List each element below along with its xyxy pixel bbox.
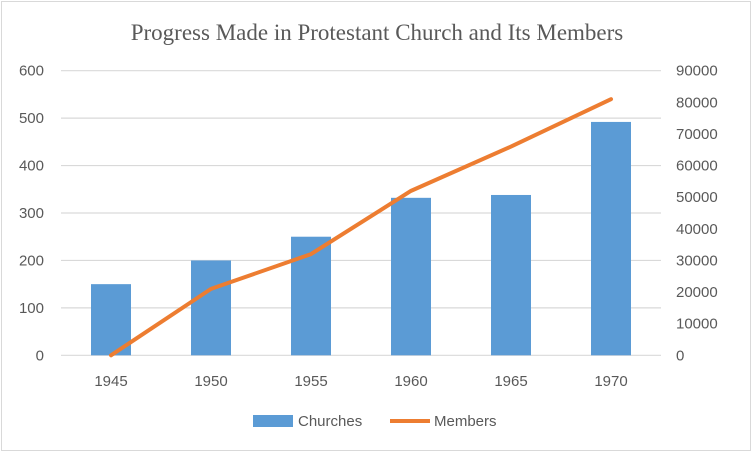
legend-swatch-churches (253, 415, 293, 427)
x-tick-label: 1960 (394, 373, 427, 390)
y-left-tick-label: 300 (19, 205, 44, 222)
x-tick-label: 1970 (594, 373, 627, 390)
bar-1960 (391, 197, 431, 356)
y-right-tick-label: 0 (676, 347, 684, 364)
bar-1955 (291, 236, 331, 356)
x-tick-label: 1945 (94, 373, 127, 390)
x-tick-label: 1950 (194, 373, 227, 390)
y-left-tick-label: 500 (19, 110, 44, 127)
y-right-tick-label: 30000 (676, 252, 718, 269)
y-right-tick-label: 10000 (676, 316, 718, 333)
y-left-tick-label: 100 (19, 300, 44, 317)
y-right-tick-label: 80000 (676, 94, 718, 111)
y-right-tick-label: 50000 (676, 189, 718, 206)
y-right-tick-label: 40000 (676, 221, 718, 238)
x-tick-label: 1965 (494, 373, 527, 390)
bar-1950 (191, 260, 231, 356)
bar-1945 (91, 284, 131, 356)
x-tick-label: 1955 (294, 373, 327, 390)
y-left-tick-label: 200 (19, 252, 44, 269)
chart-title: Progress Made in Protestant Church and I… (131, 20, 624, 45)
y-right-tick-label: 70000 (676, 126, 718, 143)
bar-1970 (591, 121, 631, 356)
y-left-tick-label: 0 (36, 347, 44, 364)
legend-label-members: Members (434, 413, 497, 430)
y-left-tick-label: 400 (19, 158, 44, 175)
bar-1965 (491, 194, 531, 356)
y-right-tick-label: 60000 (676, 158, 718, 175)
y-right-tick-label: 90000 (676, 63, 718, 80)
y-left-tick-label: 600 (19, 63, 44, 80)
legend-label-churches: Churches (298, 413, 362, 430)
y-right-tick-label: 20000 (676, 284, 718, 301)
members-line (109, 97, 613, 358)
